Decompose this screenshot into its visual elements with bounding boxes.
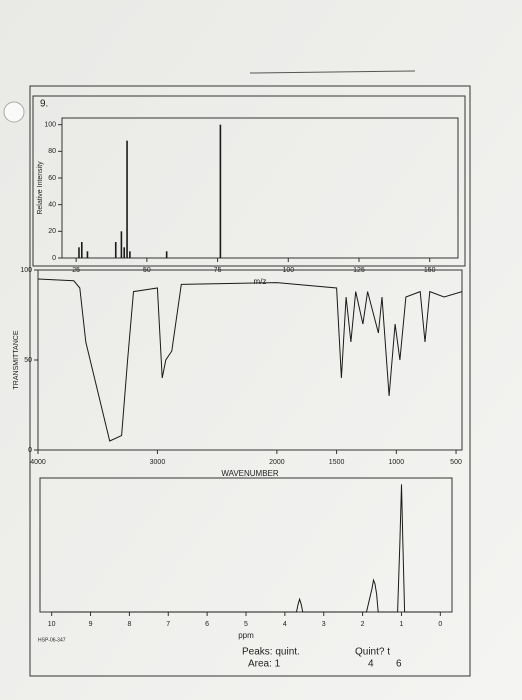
y-tick-label: 100: [20, 267, 32, 274]
ms-panel: [32, 95, 466, 267]
x-tick-label: 8: [127, 621, 131, 628]
ms-peak: [129, 251, 131, 258]
handwritten-note: Area: 1: [248, 659, 281, 670]
x-axis-label: m/z: [254, 277, 267, 286]
y-axis-label: Relative Intensity: [37, 161, 44, 215]
x-tick-label: 4: [283, 621, 287, 628]
handwritten-note: Quint? t: [355, 647, 390, 658]
x-tick-label: 500: [450, 459, 462, 466]
x-tick-label: 9: [89, 621, 93, 628]
x-tick-label: 0: [438, 621, 442, 628]
x-tick-label: 3: [322, 621, 326, 628]
ms-peak: [165, 251, 168, 258]
plot-frame: [61, 117, 459, 259]
y-tick-label: 40: [48, 202, 56, 209]
worksheet-frame: [29, 85, 471, 677]
y-tick-label: 0: [28, 447, 32, 454]
x-axis-label: ppm: [238, 631, 254, 640]
ms-peak: [219, 124, 222, 259]
ms-peak: [123, 247, 126, 258]
sheet-id: HSP-06-347: [38, 637, 66, 643]
x-tick-label: 7: [166, 621, 170, 628]
x-tick-label: 4000: [30, 459, 46, 466]
x-tick-label: 2: [361, 621, 365, 628]
spectrum-line: [51, 484, 441, 613]
x-tick-label: 2000: [269, 459, 285, 466]
ms-peak: [86, 251, 89, 258]
handwritten-note: 6: [396, 659, 402, 670]
ms-peak: [78, 247, 80, 258]
handwritten-note: Peaks: quint.: [242, 647, 300, 658]
x-tick-label: 6: [205, 621, 209, 628]
punch-hole: [3, 101, 25, 123]
spectrum-line: [37, 278, 463, 442]
y-tick-label: 0: [52, 255, 56, 262]
x-tick-label: 1500: [329, 459, 345, 466]
x-tick-label: 3000: [150, 459, 166, 466]
x-tick-label: 1: [400, 621, 404, 628]
ms-peak: [120, 231, 123, 258]
y-tick-label: 80: [48, 148, 56, 155]
answer-line: [249, 70, 416, 74]
ms-peak: [81, 242, 83, 258]
ms-peak: [114, 242, 117, 258]
y-axis-label: TRANSMITTANCE: [13, 330, 20, 389]
x-tick-label: 1000: [389, 459, 405, 466]
y-tick-label: 50: [24, 357, 32, 364]
y-tick-label: 20: [48, 228, 56, 235]
x-tick-label: 10: [48, 621, 56, 628]
x-axis-label: WAVENUMBER: [221, 469, 279, 478]
y-tick-label: 100: [44, 122, 56, 129]
y-tick-label: 60: [48, 175, 56, 182]
x-tick-label: 5: [244, 621, 248, 628]
ms-peak: [126, 140, 128, 258]
problem-number: 9.: [40, 99, 48, 110]
handwritten-note: 4: [368, 659, 374, 670]
